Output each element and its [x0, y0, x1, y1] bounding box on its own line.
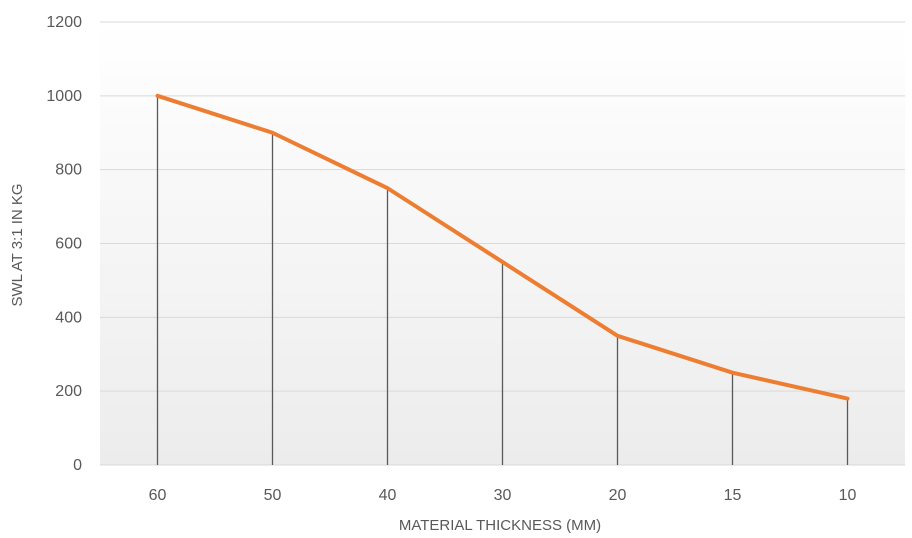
- drop-lines: [156, 95, 849, 465]
- data-point: [501, 260, 504, 264]
- y-tick-label: 1200: [46, 14, 82, 31]
- y-tick-label: 800: [55, 162, 82, 179]
- x-tick-label: 30: [494, 487, 512, 504]
- x-axis-ticks: 60 50 40 30 20 15 10: [149, 487, 857, 504]
- x-tick-label: 15: [724, 487, 742, 504]
- data-point: [616, 334, 619, 338]
- y-axis-label: SWL AT 3:1 IN KG: [9, 183, 26, 306]
- data-point: [386, 186, 389, 190]
- data-point: [271, 131, 274, 135]
- x-tick-label: 20: [609, 487, 627, 504]
- x-tick-label: 60: [149, 487, 167, 504]
- data-point: [731, 371, 734, 375]
- y-tick-label: 1000: [46, 88, 82, 105]
- data-point: [846, 397, 849, 401]
- x-tick-label: 10: [839, 487, 857, 504]
- y-tick-label: 0: [73, 457, 82, 474]
- y-axis-ticks: 0 200 400 600 800 1000 1200: [46, 14, 82, 474]
- data-point: [156, 94, 159, 98]
- x-axis-label: MATERIAL THICKNESS (MM): [399, 517, 601, 534]
- y-tick-label: 400: [55, 309, 82, 326]
- x-tick-label: 50: [264, 487, 282, 504]
- y-tick-label: 200: [55, 383, 82, 400]
- y-tick-label: 600: [55, 236, 82, 253]
- series-lines: [155, 93, 850, 401]
- x-tick-label: 40: [379, 487, 397, 504]
